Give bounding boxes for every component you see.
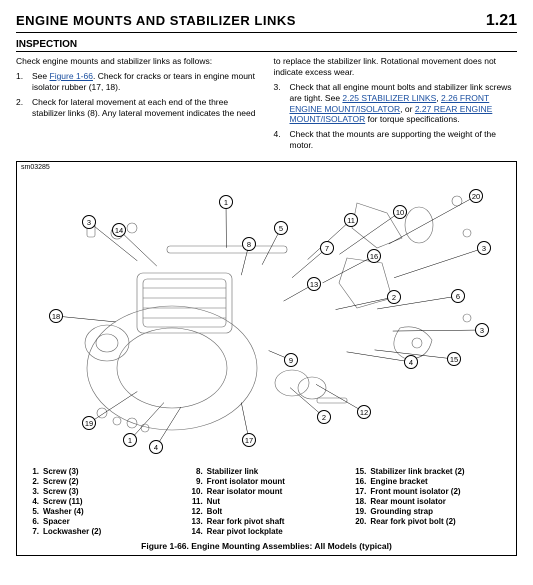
part-item: 15.Stabilizer link bracket (2) bbox=[352, 467, 508, 477]
part-item: 8.Stabilizer link bbox=[189, 467, 345, 477]
callout-13: 13 bbox=[307, 277, 321, 291]
part-item: 12.Bolt bbox=[189, 507, 345, 517]
parts-col-3: 15.Stabilizer link bracket (2)16.Engine … bbox=[352, 467, 508, 537]
callout-9: 9 bbox=[284, 353, 298, 367]
callout-10: 10 bbox=[393, 205, 407, 219]
part-item: 10.Rear isolator mount bbox=[189, 487, 345, 497]
right-column: to replace the stabilizer link. Rotation… bbox=[274, 56, 518, 155]
page-header: ENGINE MOUNTS AND STABILIZER LINKS 1.21 bbox=[16, 12, 517, 33]
parts-col-1: 1.Screw (3)2.Screw (2)3.Screw (3)4.Screw… bbox=[25, 467, 181, 537]
left-column: Check engine mounts and stabilizer links… bbox=[16, 56, 260, 155]
xref-link[interactable]: 2.25 STABILIZER LINKS bbox=[342, 93, 436, 103]
callout-17: 17 bbox=[242, 433, 256, 447]
part-item: 19.Grounding strap bbox=[352, 507, 508, 517]
part-item: 6.Spacer bbox=[25, 517, 181, 527]
part-item: 16.Engine bracket bbox=[352, 477, 508, 487]
part-item: 2.Screw (2) bbox=[25, 477, 181, 487]
part-item: 1.Screw (3) bbox=[25, 467, 181, 477]
part-item: 3.Screw (3) bbox=[25, 487, 181, 497]
callout-3: 3 bbox=[477, 241, 491, 255]
callout-3: 3 bbox=[475, 323, 489, 337]
callout-4: 4 bbox=[404, 355, 418, 369]
part-item: 7.Lockwasher (2) bbox=[25, 527, 181, 537]
part-item: 5.Washer (4) bbox=[25, 507, 181, 517]
callout-4: 4 bbox=[149, 440, 163, 454]
callout-2: 2 bbox=[387, 290, 401, 304]
step-item: 3.Check that all engine mount bolts and … bbox=[274, 82, 518, 126]
callout-11: 11 bbox=[344, 213, 358, 227]
callout-12: 12 bbox=[357, 405, 371, 419]
callout-14: 14 bbox=[112, 223, 126, 237]
left-steps: 1.See Figure 1-66. Check for cracks or t… bbox=[16, 71, 260, 119]
callout-20: 20 bbox=[469, 189, 483, 203]
callout-2: 2 bbox=[317, 410, 331, 424]
part-item: 11.Nut bbox=[189, 497, 345, 507]
part-item: 18.Rear mount isolator bbox=[352, 497, 508, 507]
step-item: 1.See Figure 1-66. Check for cracks or t… bbox=[16, 71, 260, 93]
right-lead: to replace the stabilizer link. Rotation… bbox=[274, 56, 518, 78]
part-item: 13.Rear fork pivot shaft bbox=[189, 517, 345, 527]
part-item: 17.Front mount isolator (2) bbox=[352, 487, 508, 497]
figure-image: 131420101171685313263154129218191417 bbox=[17, 173, 516, 463]
intro-text: Check engine mounts and stabilizer links… bbox=[16, 56, 260, 67]
page-title: ENGINE MOUNTS AND STABILIZER LINKS bbox=[16, 13, 296, 28]
figure-box: sm03285 bbox=[16, 161, 517, 556]
callout-15: 15 bbox=[447, 352, 461, 366]
callout-5: 5 bbox=[274, 221, 288, 235]
callout-3: 3 bbox=[82, 215, 96, 229]
callout-1: 1 bbox=[219, 195, 233, 209]
page-number: 1.21 bbox=[486, 12, 517, 30]
part-item: 4.Screw (11) bbox=[25, 497, 181, 507]
part-item: 20.Rear fork pivot bolt (2) bbox=[352, 517, 508, 527]
step-item: 4.Check that the mounts are supporting t… bbox=[274, 129, 518, 151]
callout-1: 1 bbox=[123, 433, 137, 447]
callout-8: 8 bbox=[242, 237, 256, 251]
part-item: 9.Front isolator mount bbox=[189, 477, 345, 487]
figure-id: sm03285 bbox=[17, 162, 516, 173]
parts-col-2: 8.Stabilizer link9.Front isolator mount1… bbox=[189, 467, 345, 537]
right-steps: 3.Check that all engine mount bolts and … bbox=[274, 82, 518, 151]
callout-19: 19 bbox=[82, 416, 96, 430]
figure-caption: Figure 1-66. Engine Mounting Assemblies:… bbox=[17, 539, 516, 555]
step-item: 2.Check for lateral movement at each end… bbox=[16, 97, 260, 119]
part-item: 14.Rear pivot lockplate bbox=[189, 527, 345, 537]
xref-link[interactable]: Figure 1-66 bbox=[50, 71, 93, 81]
body-columns: Check engine mounts and stabilizer links… bbox=[16, 56, 517, 155]
callout-16: 16 bbox=[367, 249, 381, 263]
callout-6: 6 bbox=[451, 289, 465, 303]
callout-18: 18 bbox=[49, 309, 63, 323]
callout-7: 7 bbox=[320, 241, 334, 255]
parts-list: 1.Screw (3)2.Screw (2)3.Screw (3)4.Screw… bbox=[17, 463, 516, 539]
section-heading: INSPECTION bbox=[16, 39, 517, 52]
